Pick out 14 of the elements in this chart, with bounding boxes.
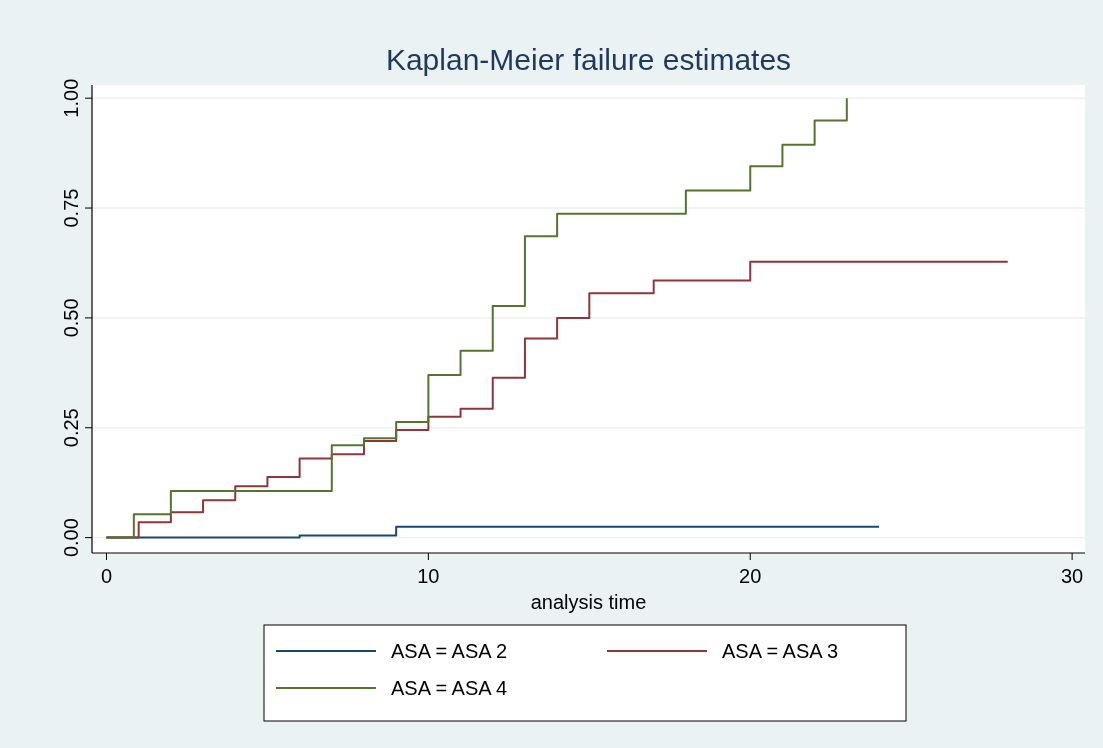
- legend-label: ASA = ASA 3: [722, 640, 839, 662]
- x-axis-title: analysis time: [530, 591, 647, 613]
- legend-label: ASA = ASA 2: [391, 640, 508, 662]
- legend-label: ASA = ASA 4: [391, 677, 508, 699]
- y-tick-label: 0.50: [60, 298, 82, 338]
- x-tick-label: 30: [1061, 565, 1084, 587]
- x-tick-label: 0: [100, 565, 113, 587]
- y-tick-label: 0.25: [60, 408, 82, 448]
- x-tick-label: 20: [739, 565, 762, 587]
- chart-title: Kaplan-Meier failure estimates: [385, 43, 792, 76]
- y-tick-label: 1.00: [60, 78, 82, 118]
- y-tick-label: 0.75: [60, 188, 82, 228]
- x-tick-label: 10: [417, 565, 440, 587]
- y-tick-label: 0.00: [60, 518, 82, 558]
